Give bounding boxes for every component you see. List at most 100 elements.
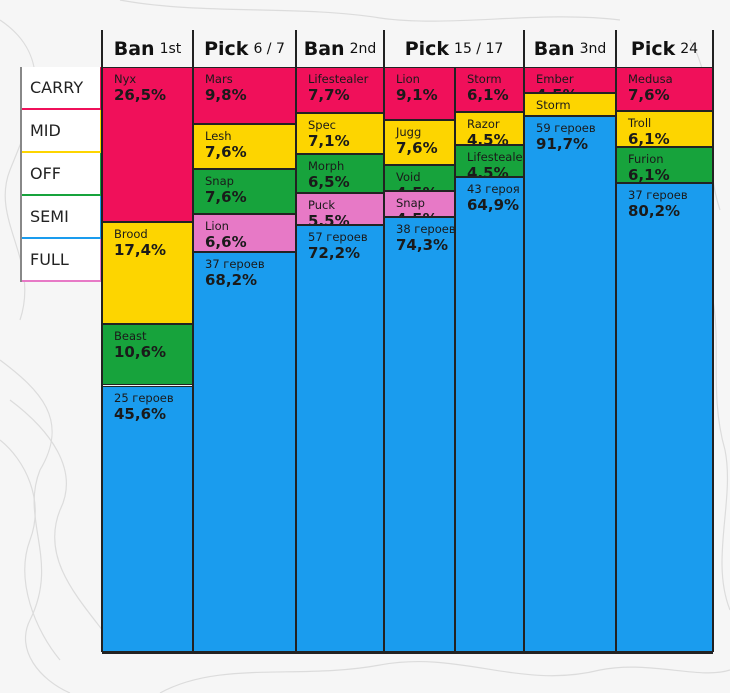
legend: CARRY MID OFF SEMI FULL [20,67,102,282]
bar-segment-off: Beast 10,6% [102,323,193,386]
segment-value: 6,6% [205,232,247,251]
segment-value: 9,1% [396,86,438,104]
column-divider [383,30,385,652]
bar-segment-carry: Storm 6,1% [455,67,524,112]
segment-value: 9,8% [205,86,247,104]
segment-label: Morph [308,159,345,174]
bar-segment-mid: Troll 6,1% [616,111,713,148]
bar-segment-carry: Lifestealer 7,7% [296,67,384,113]
column-divider [712,30,714,652]
segment-label: Jugg [396,125,422,140]
segment-label: 37 героев [205,257,265,272]
segment-value: 5,5% [308,211,350,226]
segment-label: 57 героев [308,230,368,245]
bar-segment-semi: 43 героя 64,9% [455,177,524,652]
segment-label: Lifestealer [308,72,369,86]
bar-segment-off: Void4,5% [384,164,455,191]
segment-label: Ember [536,72,574,86]
bar-segment-semi: 57 героев 72,2% [296,225,384,652]
column-header-sub: 24 [680,41,699,57]
segment-label: Void [396,169,421,184]
column-header-5: Ban 3nd [524,32,616,66]
bar-segment-mid: Brood 17,4% [102,221,193,324]
column-header-title: Ban [533,38,575,60]
segment-label: Lesh [205,129,232,144]
segment-label: 59 героев [536,120,596,135]
legend-item-semi: SEMI [22,196,102,239]
bar-segment-carry: Ember4,5% [524,67,616,94]
segment-value: 3,8% [536,112,615,114]
column-header-sub: 3nd [579,41,607,57]
segment-label: Storm [467,72,502,86]
segment-value: 7,1% [308,131,350,150]
column-header-sub: 6 / 7 [253,41,285,57]
legend-item-mid: MID [22,110,102,153]
bar-segment-semi: 37 героев 68,2% [193,252,296,652]
bar-segment-mid: Storm3,8% [524,93,616,116]
column-header-1: Pick 6 / 7 [193,32,296,66]
segment-label: Furion [628,152,664,167]
segment-value: 72,2% [308,244,361,263]
segment-label: 25 героев [114,390,174,405]
segment-value: 7,6% [628,86,670,104]
segment-value: 7,6% [396,139,438,158]
segment-value: 6,1% [467,86,509,104]
segment-value: 64,9% [467,196,520,215]
bar-segment-semi: 38 героев 74,3% [384,217,455,652]
column-header-sub: 15 / 17 [454,41,504,57]
bar-segment-full: Snap4,5% [384,191,455,218]
segment-value: 74,3% [396,236,449,255]
segment-value: 7,7% [308,86,350,104]
column-header-2: Ban 2nd [296,32,384,66]
bar-segment-off: Snap 7,6% [193,168,296,214]
segment-value: 80,2% [628,201,681,220]
segment-label: Snap [205,173,234,188]
segment-value: 4,5% [536,86,615,92]
segment-label: Medusa [628,72,673,86]
segment-label: Lifestealer [467,149,524,164]
bar-segment-full: Lion 6,6% [193,213,296,253]
segment-label: 37 героев [628,187,688,202]
bar-segment-off: Morph 6,5% [296,154,384,193]
segment-value: 91,7% [536,134,589,153]
segment-value: 6,1% [628,130,670,148]
column-header-title: Pick [404,38,450,60]
segment-value: 6,5% [308,173,350,192]
segment-value: 7,6% [205,143,247,162]
bar-segment-semi: 25 героев 45,6% [102,385,193,652]
column-header-0: Ban 1st [102,32,193,66]
segment-value: 7,6% [205,187,247,206]
legend-item-off: OFF [22,153,102,196]
segment-label: Lion [205,218,229,233]
column-divider [192,30,194,652]
segment-label: Beast [114,328,147,343]
segment-value: 17,4% [114,240,167,259]
segment-label: Snap [396,196,425,211]
column-header-6: Pick 24 [616,32,713,66]
segment-value: 6,1% [628,166,670,183]
bar-segment-mid: Jugg 7,6% [384,120,455,165]
segment-label: Brood [114,226,148,241]
segment-value: 4,5% [467,163,509,178]
column-header-sub: 2nd [349,41,377,57]
column-header-title: Pick [630,38,676,60]
bar-segment-mid: Spec 7,1% [296,112,384,155]
segment-value: 26,5% [114,86,167,104]
bar-segment-carry: Mars 9,8% [193,67,296,125]
segment-value: 45,6% [114,404,167,423]
bar-segment-off: Furion 6,1% [616,147,713,183]
segment-value: 4,5% [396,210,454,216]
segment-label: Storm [536,98,571,113]
segment-label: Troll [628,116,652,131]
column-divider [523,30,525,652]
bar-segment-carry: Medusa 7,6% [616,67,713,112]
segment-value: 10,6% [114,342,167,361]
column-divider [454,67,456,652]
column-header-3: Pick 15 / 17 [384,32,524,66]
bar-segment-semi: 59 героев 91,7% [524,115,616,652]
bar-segment-carry: Lion 9,1% [384,67,455,121]
legend-item-carry: CARRY [22,67,102,110]
column-divider [101,30,103,652]
segment-label: Mars [205,72,233,86]
